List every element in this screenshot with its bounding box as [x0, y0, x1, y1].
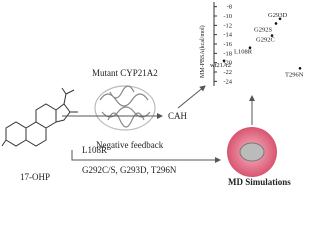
enzyme-label: Mutant CYP21A2 [92, 68, 158, 78]
y-tick-label: -22 [223, 69, 232, 76]
point [278, 17, 282, 21]
y-axis-label: MM-PBSA(kcal/mol) [199, 25, 206, 78]
point-label: L108R [234, 49, 253, 56]
point-label: G293D [268, 12, 287, 19]
point [270, 34, 274, 37]
substrate-label: 17-OHP [20, 172, 50, 182]
arrow [177, 85, 206, 109]
y-tick-label: -12 [223, 22, 232, 29]
y-tick-label: -24 [223, 78, 232, 85]
point-label: wt21A2 [210, 62, 231, 69]
md-protein [239, 142, 265, 162]
point-label: G292S [254, 26, 272, 33]
point-label: T296N [285, 71, 304, 78]
y-tick-label: -8 [227, 4, 232, 11]
disease-label: CAH [168, 111, 188, 121]
y-tick-label: -16 [223, 41, 232, 48]
point [222, 59, 226, 63]
point [274, 22, 278, 25]
protein-cartoon [94, 85, 156, 131]
steroid-structure [1, 87, 78, 147]
y-tick-label: -14 [223, 32, 232, 39]
figure: 17-OHP Mutant CYP21A2 Negative feedback … [1, 2, 304, 187]
method-label: MD Simulations [228, 177, 291, 187]
feedback-label: Negative feedback [96, 140, 164, 150]
y-tick-label: -10 [223, 13, 232, 20]
y-tick-label: -18 [223, 50, 232, 57]
mutation-label: L108R [82, 145, 107, 155]
y-tick-label: -20 [223, 60, 232, 67]
point-label: G292C [256, 37, 275, 44]
arrow [71, 150, 221, 163]
point [298, 66, 302, 70]
point [248, 46, 252, 50]
mutation-label: G292C/S, G293D, T296N [82, 165, 177, 175]
